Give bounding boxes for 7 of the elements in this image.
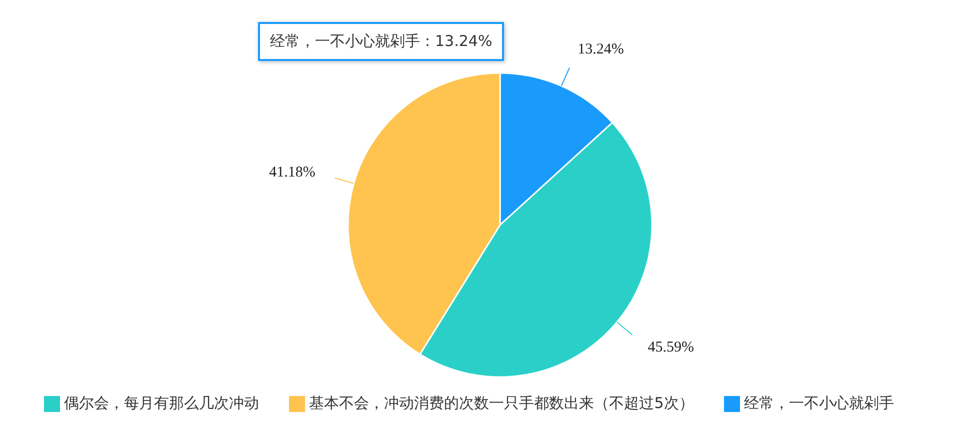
legend-label: 偶尔会，每月有那么几次冲动 (64, 394, 260, 412)
legend-label: 经常，一不小心就剁手 (744, 394, 894, 412)
data-label: 45.59% (648, 340, 694, 356)
legend-label: 基本不会，冲动消费的次数一只手都数出来（不超过5次） (309, 394, 694, 412)
data-label: 13.24% (578, 41, 624, 58)
text: 经常，一不小心就剁手：13.24% (258, 22, 504, 61)
data-label: 41.18% (269, 164, 316, 180)
